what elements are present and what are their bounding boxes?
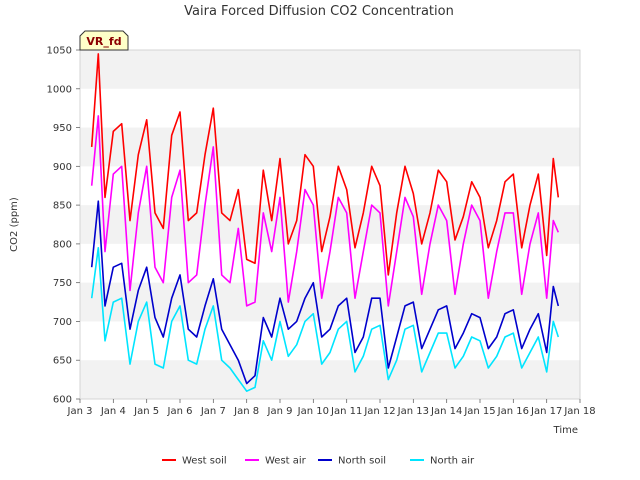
x-tick-label: Jan 17 (530, 406, 562, 417)
x-tick-label: Jan 12 (363, 406, 395, 417)
y-tick-label: 700 (53, 317, 72, 328)
x-tick-label: Jan 7 (200, 406, 226, 417)
y-tick-label: 800 (53, 239, 72, 250)
x-axis: Jan 3 Jan 4 Jan 5 Jan 6 Jan 7 Jan 8 Jan 9 Jan 1… (67, 399, 596, 417)
x-tick-label: Jan 13 (397, 406, 429, 417)
legend-label: West soil (182, 456, 227, 467)
x-tick-label: Jan 9 (267, 406, 293, 417)
plot-area (79, 49, 581, 400)
x-tick-label: Jan 10 (297, 406, 329, 417)
y-axis: 600 650 700 750 800 850 900 950 1000 1050 (47, 46, 80, 406)
y-tick-label: 850 (53, 201, 72, 212)
chart-title: Vaira Forced Diffusion CO2 Concentration (184, 4, 454, 19)
grid-band (80, 50, 580, 89)
series-line-west-air (90, 115, 560, 307)
x-tick-label: Jan 15 (463, 406, 495, 417)
x-tick-label: Jan 18 (563, 406, 595, 417)
series-line-north-soil (90, 200, 560, 385)
y-tick-label: 750 (53, 278, 72, 289)
legend-label: North air (430, 456, 475, 467)
y-tick-label: 1050 (47, 46, 72, 57)
x-tick-label: Jan 14 (430, 406, 462, 417)
x-tick-label: Jan 6 (167, 406, 193, 417)
y-tick-label: 650 (53, 356, 72, 367)
grid-bands (80, 50, 580, 399)
y-tick-label: 950 (53, 123, 72, 134)
y-tick-label: 900 (53, 162, 72, 173)
x-tick-label: Jan 4 (100, 406, 126, 417)
grid-band (80, 127, 580, 167)
x-tick-label: Jan 16 (497, 406, 529, 417)
x-tick-label: Jan 5 (133, 406, 159, 417)
legend: West soil West air North soil North air (162, 456, 475, 467)
grid-band (80, 360, 580, 399)
y-axis-label: CO2 (ppm) (9, 197, 20, 252)
x-tick-label: Jan 8 (233, 406, 259, 417)
legend-label: West air (265, 456, 307, 467)
series-line-west-soil (90, 53, 560, 276)
legend-label: North soil (338, 456, 386, 467)
badge-label: VR_fd (86, 35, 121, 48)
x-tick-label: Jan 3 (67, 406, 93, 417)
series-lines (90, 53, 560, 392)
badge-background (79, 30, 129, 51)
y-tick-label: 600 (53, 395, 72, 406)
x-axis-label: Time (553, 425, 578, 436)
y-tick-label: 1000 (47, 84, 72, 95)
x-tick-label: Jan 11 (330, 406, 362, 417)
grid-band (80, 282, 580, 322)
series-line-north-air (90, 247, 560, 392)
site-badge: VR_fd (79, 30, 129, 51)
